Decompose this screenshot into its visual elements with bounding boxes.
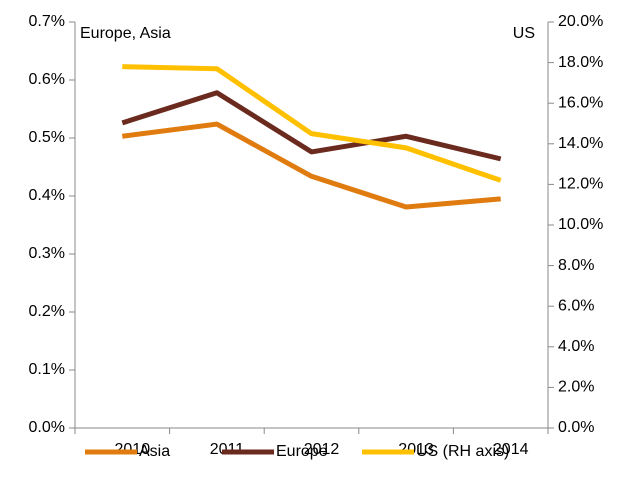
y-tick-label: 0.2%: [29, 303, 65, 320]
y2-axis-label: US: [513, 25, 535, 42]
y2-tick-label: 2.0%: [558, 379, 594, 396]
series-line: [122, 64, 502, 183]
y-tick-label: 0.3%: [29, 245, 65, 262]
y-tick-label: 0.7%: [29, 13, 65, 30]
x-tick-label: 2014: [493, 441, 529, 458]
y-tick-label: 0.1%: [29, 361, 65, 378]
y-tick-label: 0.4%: [29, 187, 65, 204]
y-axis-label: Europe, Asia: [80, 25, 171, 42]
y-tick-label: 0.5%: [29, 129, 65, 146]
legend-label: Asia: [139, 443, 170, 460]
y2-tick-label: 16.0%: [558, 94, 603, 111]
y-tick-label: 0.0%: [29, 419, 65, 436]
legend-label: Europe: [276, 443, 328, 460]
y2-tick-label: 20.0%: [558, 13, 603, 30]
series-line: [121, 121, 501, 210]
y2-tick-label: 8.0%: [558, 257, 594, 274]
y2-tick-label: 12.0%: [558, 176, 603, 193]
series-line: [121, 90, 502, 162]
y2-tick-label: 6.0%: [558, 297, 594, 314]
y2-tick-label: 14.0%: [558, 135, 603, 152]
legend-label: US (RH axis): [416, 443, 509, 460]
x-tick-label: 2012: [304, 441, 340, 458]
y-tick-label: 0.6%: [29, 71, 65, 88]
y2-tick-label: 4.0%: [558, 338, 594, 355]
y2-tick-label: 10.0%: [558, 216, 603, 233]
y2-tick-label: 18.0%: [558, 54, 603, 71]
y2-tick-label: 0.0%: [558, 419, 594, 436]
